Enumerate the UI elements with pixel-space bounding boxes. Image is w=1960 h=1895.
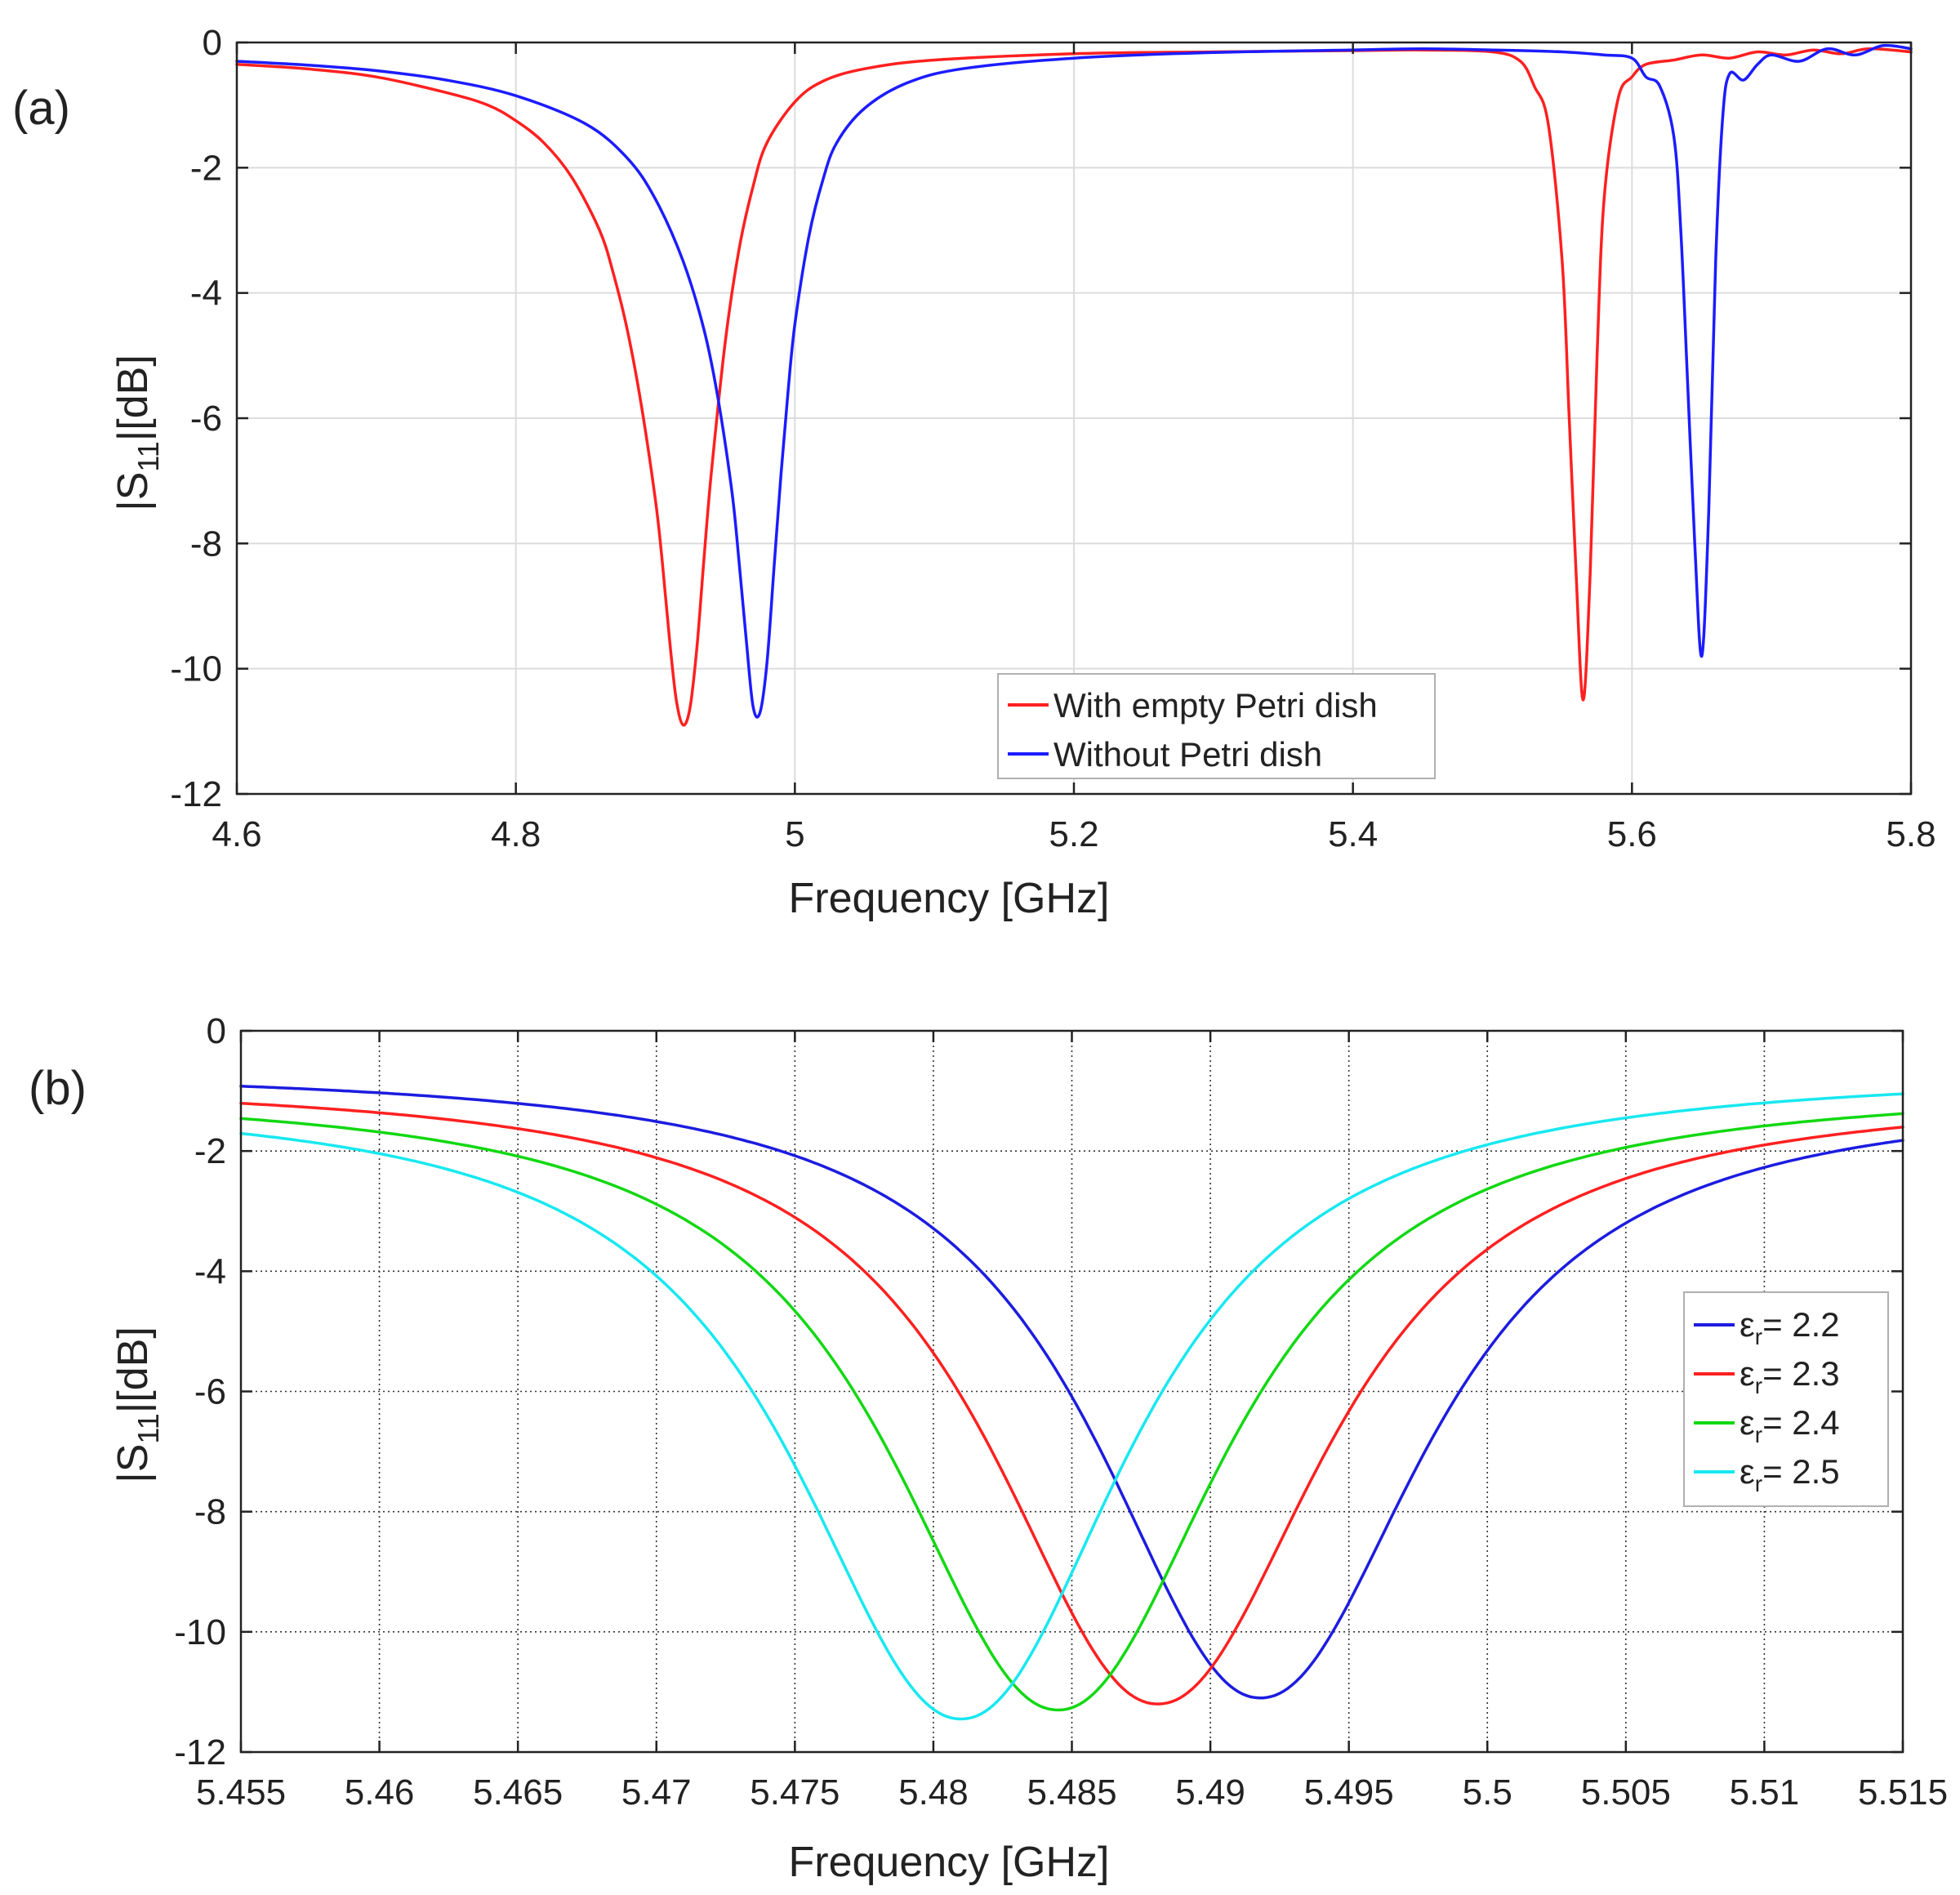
panel-a-label: (a) — [12, 82, 70, 135]
x-tick-label: 5.49 — [1175, 1772, 1245, 1813]
panel-b-y-axis-label: |S11|[dB] — [109, 1326, 165, 1483]
panel-a-series-layer — [235, 43, 1913, 727]
x-tick-label: 5 — [785, 814, 804, 854]
y-tick-label: -12 — [170, 774, 222, 814]
panel-a-y-axis-label: |S11|[dB] — [109, 354, 165, 511]
panel-a-ylabel-sub: 11 — [131, 441, 165, 471]
legend-symbol: ε — [1740, 1452, 1755, 1491]
legend-label: εr= 2.2 — [1740, 1305, 1840, 1349]
panel-a-ylabel-prefix: |S — [109, 472, 157, 511]
y-tick-label: -2 — [194, 1131, 226, 1171]
y-tick-label: -8 — [190, 524, 222, 564]
legend-box — [997, 673, 1436, 779]
panel-b-ylabel-prefix: |S — [109, 1444, 157, 1483]
legend-symbol: ε — [1740, 1305, 1755, 1344]
series-line-b-3 — [239, 1092, 1904, 1721]
x-tick-label: 5.465 — [473, 1772, 563, 1813]
x-tick-label: 5.485 — [1027, 1772, 1116, 1813]
x-tick-label: 5.475 — [750, 1772, 840, 1813]
series-line-a-1 — [235, 43, 1913, 719]
x-tick-label: 5.8 — [1886, 814, 1936, 854]
x-tick-label: 5.6 — [1607, 814, 1657, 854]
legend-label: Without Petri dish — [1054, 735, 1322, 774]
legend-label: εr= 2.4 — [1740, 1403, 1840, 1447]
panel-b-series-layer — [239, 1085, 1904, 1721]
x-tick-label: 5.47 — [621, 1772, 692, 1813]
y-tick-label: 0 — [203, 23, 222, 63]
panel-b-legend: εr= 2.2εr= 2.3εr= 2.4εr= 2.5 — [1683, 1291, 1889, 1507]
x-tick-label: 5.515 — [1858, 1772, 1948, 1813]
legend-label: With empty Petri dish — [1054, 686, 1378, 725]
legend-value: = 2.5 — [1762, 1452, 1840, 1491]
x-tick-label: 4.8 — [491, 814, 541, 854]
panel-a-ticks: 4.6 4.8 5 5.2 5.4 5.6 5.8 0 -2 -4 -6 -8 -10 -12 — [170, 23, 1936, 854]
x-tick-label: 5.48 — [898, 1772, 969, 1813]
y-tick-label: -12 — [174, 1732, 226, 1772]
panel-a: (a) 4.6 4.8 5 5.2 5.4 5.6 5.8 0 -2 -4 -6 -8 -10 -12 W… — [12, 23, 1936, 922]
legend-sub: r — [1755, 1471, 1762, 1496]
x-tick-label: 5.2 — [1049, 814, 1098, 854]
series-line-b-0 — [239, 1085, 1904, 1700]
panel-b-ticks: 5.455 5.46 5.465 5.47 5.475 5.48 5.485 5.49 5.49… — [174, 1011, 1948, 1813]
y-tick-label: -6 — [194, 1372, 226, 1412]
legend-sub: r — [1755, 1324, 1762, 1349]
panel-a-grid — [237, 42, 1911, 794]
y-tick-label: -4 — [190, 274, 222, 314]
legend-symbol: ε — [1740, 1403, 1755, 1442]
panel-a-x-axis-label: Frequency [GHz] — [788, 875, 1109, 922]
x-tick-label: 5.51 — [1730, 1772, 1800, 1813]
legend-label: εr= 2.3 — [1740, 1354, 1840, 1398]
panel-b-x-axis-label: Frequency [GHz] — [788, 1839, 1109, 1886]
x-tick-label: 5.4 — [1328, 814, 1378, 854]
x-tick-label: 5.455 — [196, 1772, 286, 1813]
panel-a-legend: With empty Petri dish Without Petri dish — [997, 673, 1436, 779]
y-tick-label: -6 — [190, 399, 222, 439]
series-line-b-2 — [239, 1112, 1904, 1712]
legend-label: εr= 2.5 — [1740, 1452, 1840, 1496]
x-tick-label: 5.5 — [1463, 1772, 1512, 1813]
y-tick-label: -8 — [194, 1492, 226, 1532]
x-tick-label: 4.6 — [212, 814, 261, 854]
y-tick-label: -2 — [190, 148, 222, 188]
x-tick-label: 5.495 — [1304, 1772, 1394, 1813]
legend-value: = 2.3 — [1762, 1354, 1840, 1393]
y-tick-label: -4 — [194, 1251, 226, 1291]
legend-sub: r — [1755, 1373, 1762, 1398]
x-tick-label: 5.46 — [345, 1772, 415, 1813]
panel-b-ylabel-suffix: |[dB] — [109, 1326, 157, 1413]
y-tick-label: -10 — [170, 649, 222, 689]
legend-value: = 2.2 — [1762, 1305, 1840, 1344]
y-tick-label: -10 — [174, 1612, 226, 1652]
series-line-a-0 — [235, 47, 1913, 727]
legend-symbol: ε — [1740, 1354, 1755, 1393]
x-tick-label: 5.505 — [1581, 1772, 1671, 1813]
y-tick-label: 0 — [207, 1011, 226, 1051]
panel-b: (b) 5.455 5.46 5.465 5.47 5.475 5.48 5.485 5.49… — [29, 1011, 1948, 1886]
legend-value: = 2.4 — [1762, 1403, 1840, 1442]
panel-b-label: (b) — [29, 1062, 87, 1115]
panel-b-ylabel-sub: 11 — [131, 1413, 165, 1443]
panel-a-ylabel-suffix: |[dB] — [109, 354, 157, 441]
series-line-b-1 — [239, 1101, 1904, 1706]
panel-b-grid — [241, 1031, 1903, 1752]
legend-sub: r — [1755, 1422, 1762, 1447]
